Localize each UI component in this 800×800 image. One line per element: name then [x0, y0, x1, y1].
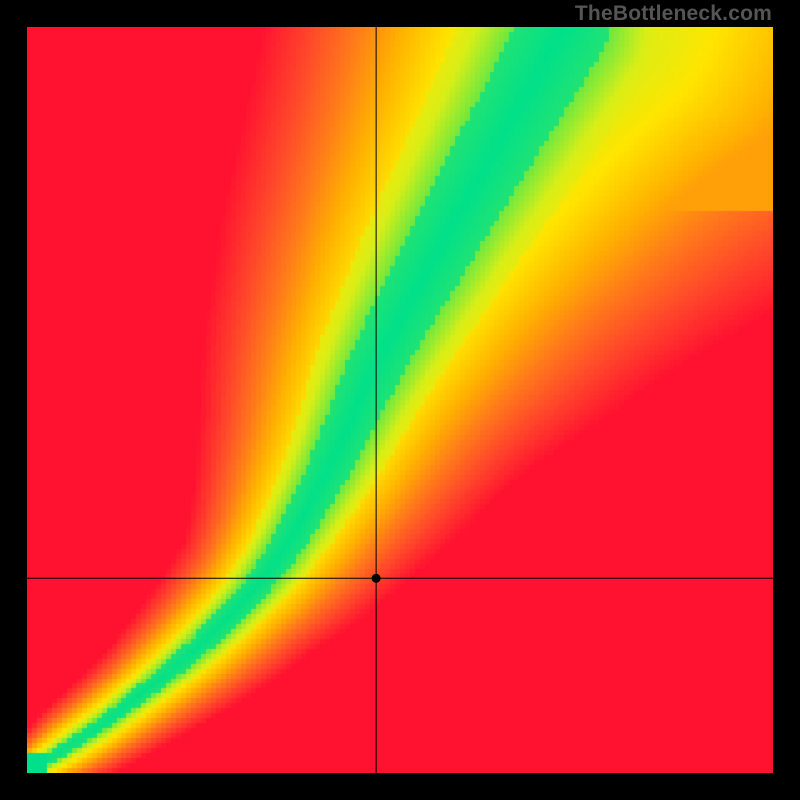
watermark-text: TheBottleneck.com: [575, 2, 772, 26]
heatmap-canvas: [27, 27, 773, 773]
chart-container: { "watermark": { "text": "TheBottleneck.…: [0, 0, 800, 800]
